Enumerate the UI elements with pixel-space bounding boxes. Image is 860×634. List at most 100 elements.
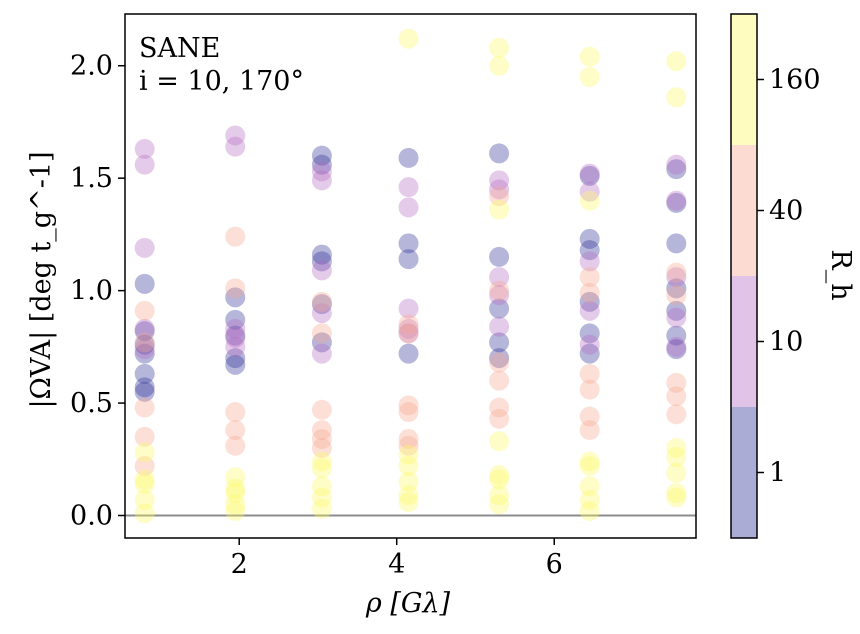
data-point-rh-10 xyxy=(666,154,687,175)
data-point-rh-40 xyxy=(489,352,510,373)
data-point-rh-1 xyxy=(579,165,600,186)
data-point-rh-1 xyxy=(579,228,600,249)
data-point-rh-160 xyxy=(579,456,600,477)
data-point-rh-10 xyxy=(134,154,155,175)
data-point-rh-1 xyxy=(666,192,687,213)
data-point-rh-160 xyxy=(489,37,510,58)
data-point-rh-1 xyxy=(666,233,687,254)
data-point-rh-1 xyxy=(225,309,246,330)
data-point-rh-10 xyxy=(311,260,332,281)
data-point-rh-40 xyxy=(311,420,332,441)
data-point-rh-1 xyxy=(311,332,332,353)
data-point-rh-10 xyxy=(225,318,246,339)
colorbar-tick-label: 1 xyxy=(769,458,786,489)
data-point-rh-10 xyxy=(398,177,419,198)
data-point-rh-10 xyxy=(134,237,155,258)
data-point-rh-1 xyxy=(311,251,332,272)
data-point-rh-160 xyxy=(666,487,687,508)
y-tick-label: 2.0 xyxy=(70,51,113,82)
data-point-rh-10 xyxy=(311,161,332,182)
data-point-rh-40 xyxy=(398,395,419,416)
data-point-rh-160 xyxy=(398,471,419,492)
y-axis-ticks: 0.0 0.5 1.0 1.5 2.0 xyxy=(70,51,125,532)
colorbar-label: R_h xyxy=(825,249,856,300)
annotation-inclination: i = 10, 170° xyxy=(139,66,304,97)
data-point-rh-40 xyxy=(579,282,600,303)
data-point-rh-160 xyxy=(311,498,332,519)
data-point-rh-1 xyxy=(134,334,155,355)
y-axis-label-text: |ΩVA| [deg t_g^-1] xyxy=(26,151,57,408)
data-point-rh-160 xyxy=(666,51,687,72)
data-point-rh-1 xyxy=(489,246,510,267)
data-point-rh-160 xyxy=(311,451,332,472)
data-point-rh-160 xyxy=(489,469,510,490)
data-point-rh-10 xyxy=(489,316,510,337)
data-point-rh-40 xyxy=(225,420,246,441)
y-tick-label: 1.5 xyxy=(70,163,113,194)
data-point-rh-40 xyxy=(666,386,687,407)
data-point-rh-10 xyxy=(579,163,600,184)
data-point-rh-160 xyxy=(225,501,246,522)
data-point-rh-40 xyxy=(489,370,510,391)
data-point-rh-40 xyxy=(398,323,419,344)
data-point-rh-1 xyxy=(134,343,155,364)
data-point-rh-1 xyxy=(666,159,687,180)
data-point-rh-40 xyxy=(489,280,510,301)
data-point-rh-1 xyxy=(666,339,687,360)
data-point-rh-10 xyxy=(311,303,332,324)
data-point-rh-160 xyxy=(489,431,510,452)
data-point-rh-160 xyxy=(666,438,687,459)
data-point-rh-1 xyxy=(134,273,155,294)
data-point-rh-40 xyxy=(489,408,510,429)
scatter-points xyxy=(134,28,687,524)
colorbar-segment xyxy=(731,276,757,407)
data-point-rh-160 xyxy=(579,476,600,497)
data-point-rh-10 xyxy=(666,267,687,288)
data-point-rh-40 xyxy=(134,426,155,447)
data-point-rh-160 xyxy=(398,492,419,513)
data-point-rh-40 xyxy=(311,399,332,420)
data-point-rh-10 xyxy=(398,298,419,319)
y-tick-label: 0.0 xyxy=(70,501,113,532)
data-point-rh-10 xyxy=(666,336,687,357)
data-point-rh-40 xyxy=(579,420,600,441)
data-point-rh-1 xyxy=(311,154,332,175)
data-point-rh-160 xyxy=(489,55,510,76)
data-point-rh-160 xyxy=(579,190,600,211)
data-point-rh-40 xyxy=(311,429,332,450)
colorbar-frame xyxy=(730,13,758,539)
data-point-rh-160 xyxy=(311,476,332,497)
data-point-rh-160 xyxy=(398,28,419,49)
data-point-rh-40 xyxy=(311,291,332,312)
data-point-rh-40 xyxy=(398,435,419,456)
data-point-rh-40 xyxy=(666,262,687,283)
x-axis-label: ρ [Gλ] xyxy=(365,588,451,619)
data-point-rh-40 xyxy=(134,456,155,477)
data-point-rh-160 xyxy=(579,501,600,522)
colorbar-segment xyxy=(731,14,757,145)
data-point-rh-1 xyxy=(579,240,600,261)
data-point-rh-40 xyxy=(666,372,687,393)
data-point-rh-40 xyxy=(225,226,246,247)
data-point-rh-160 xyxy=(311,458,332,479)
data-point-rh-160 xyxy=(134,469,155,490)
data-point-rh-160 xyxy=(398,485,419,506)
data-point-rh-160 xyxy=(579,46,600,67)
data-point-rh-40 xyxy=(579,363,600,384)
data-point-rh-40 xyxy=(666,404,687,425)
data-point-rh-10 xyxy=(398,323,419,344)
data-point-rh-10 xyxy=(489,179,510,200)
data-point-rh-10 xyxy=(225,136,246,157)
data-point-rh-160 xyxy=(666,462,687,483)
data-point-rh-40 xyxy=(398,402,419,423)
data-point-rh-1 xyxy=(134,321,155,342)
y-axis-label: |ΩVA| [deg t_g^-1] xyxy=(26,151,57,408)
data-point-rh-40 xyxy=(134,397,155,418)
colorbar-tick-label: 40 xyxy=(769,196,803,227)
data-point-rh-40 xyxy=(134,300,155,321)
data-point-rh-1 xyxy=(666,278,687,299)
data-point-rh-40 xyxy=(225,278,246,299)
data-point-rh-10 xyxy=(134,138,155,159)
data-point-rh-10 xyxy=(134,339,155,360)
data-point-rh-160 xyxy=(579,489,600,510)
